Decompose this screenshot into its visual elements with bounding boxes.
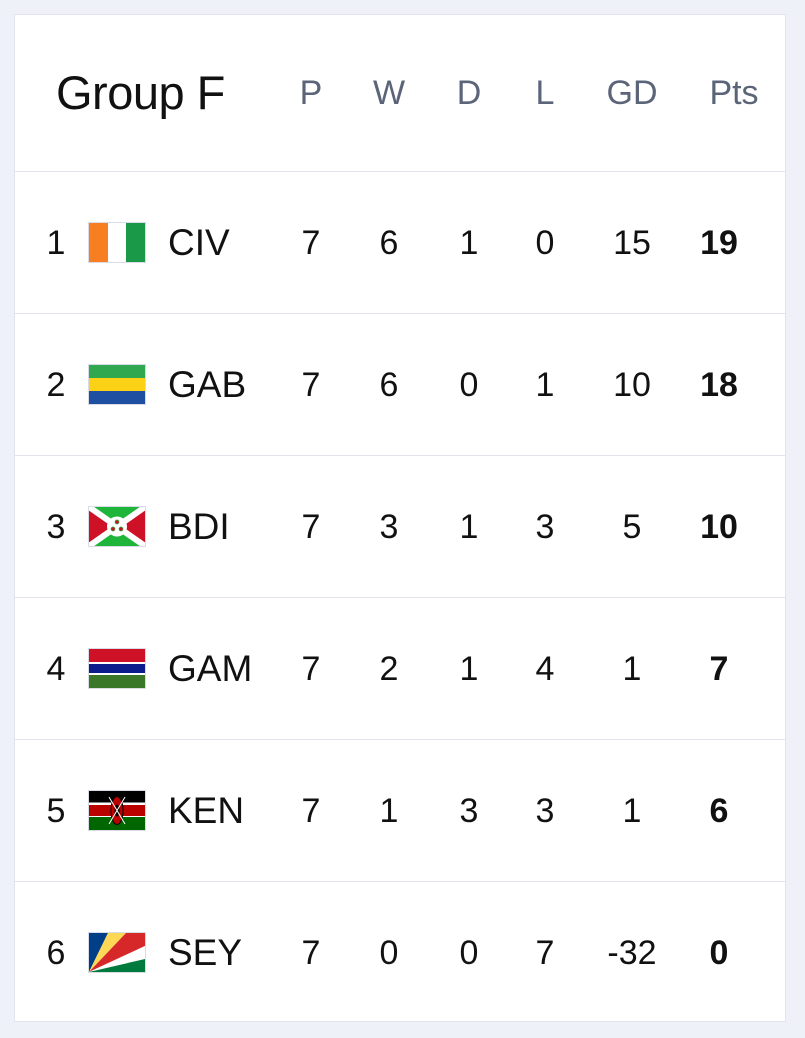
draws-value: 0 [459, 934, 479, 972]
goal-difference-value: 5 [622, 508, 642, 546]
burundi-flag-icon [88, 506, 146, 547]
gabon-flag-icon [88, 364, 146, 405]
column-header-points: Pts [709, 74, 759, 112]
points-value: 18 [700, 366, 738, 404]
wins-value: 1 [379, 792, 399, 830]
draws-value: 1 [459, 650, 479, 688]
losses-value: 3 [535, 508, 555, 546]
played-value: 7 [301, 366, 321, 404]
draws-value: 1 [459, 224, 479, 262]
goal-difference-value: 10 [613, 366, 651, 404]
position-value: 4 [46, 650, 66, 688]
position-value: 5 [46, 792, 66, 830]
table-row[interactable]: 6 SEY 7 0 0 7 -32 0 [15, 881, 785, 1023]
losses-value: 7 [535, 934, 555, 972]
position-value: 2 [46, 366, 66, 404]
points-value: 6 [709, 792, 729, 830]
column-header-draws: D [456, 74, 482, 112]
played-value: 7 [301, 934, 321, 972]
goal-difference-value: 15 [613, 224, 651, 262]
played-value: 7 [301, 792, 321, 830]
points-value: 10 [700, 508, 738, 546]
team-name[interactable]: BDI [168, 506, 230, 547]
group-table-card: Group F P W D L GD Pts 1 CIV 7 6 1 0 15 19 2 GAB 7… [14, 14, 786, 1022]
goal-difference-value: 1 [622, 650, 642, 688]
team-name[interactable]: KEN [168, 790, 245, 831]
team-name[interactable]: GAM [168, 648, 253, 689]
losses-value: 4 [535, 650, 555, 688]
goal-difference-value: 1 [622, 792, 642, 830]
played-value: 7 [301, 650, 321, 688]
losses-value: 0 [535, 224, 555, 262]
gambia-flag-icon [88, 648, 146, 689]
table-header: Group F P W D L GD Pts [15, 15, 785, 172]
column-header-played: P [299, 74, 323, 112]
table-row[interactable]: 5 KEN 7 1 3 3 1 6 [15, 739, 785, 882]
wins-value: 6 [379, 366, 399, 404]
draws-value: 1 [459, 508, 479, 546]
column-header-wins: W [372, 74, 406, 112]
team-name[interactable]: SEY [168, 932, 243, 973]
points-value: 19 [700, 224, 738, 262]
kenya-flag-icon [88, 790, 146, 831]
wins-value: 6 [379, 224, 399, 262]
played-value: 7 [301, 508, 321, 546]
losses-value: 3 [535, 792, 555, 830]
losses-value: 1 [535, 366, 555, 404]
team-name[interactable]: GAB [168, 364, 247, 405]
ivory-coast-flag-icon [88, 222, 146, 263]
column-header-goal-difference: GD [606, 74, 658, 112]
position-value: 6 [46, 934, 66, 972]
wins-value: 0 [379, 934, 399, 972]
position-value: 1 [46, 224, 66, 262]
draws-value: 0 [459, 366, 479, 404]
table-row[interactable]: 3 BDI 7 3 1 3 5 10 [15, 455, 785, 598]
wins-value: 2 [379, 650, 399, 688]
team-name[interactable]: CIV [168, 222, 230, 263]
column-header-losses: L [535, 74, 555, 112]
points-value: 7 [709, 650, 729, 688]
table-row[interactable]: 4 GAM 7 2 1 4 1 7 [15, 597, 785, 740]
table-row[interactable]: 2 GAB 7 6 0 1 10 18 [15, 313, 785, 456]
played-value: 7 [301, 224, 321, 262]
table-row[interactable]: 1 CIV 7 6 1 0 15 19 [15, 171, 785, 314]
group-title: Group F [56, 66, 225, 119]
goal-difference-value: -32 [607, 934, 657, 972]
seychelles-flag-icon [88, 932, 146, 973]
position-value: 3 [46, 508, 66, 546]
wins-value: 3 [379, 508, 399, 546]
draws-value: 3 [459, 792, 479, 830]
points-value: 0 [709, 934, 729, 972]
